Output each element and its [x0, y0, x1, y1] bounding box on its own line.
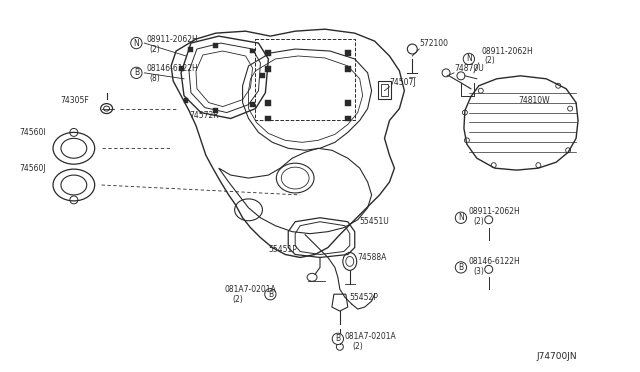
- Text: 74507J: 74507J: [390, 78, 416, 87]
- Text: (3): (3): [474, 267, 484, 276]
- Text: 08911-2062H: 08911-2062H: [147, 35, 198, 44]
- Bar: [260, 73, 265, 78]
- Text: (2): (2): [353, 342, 364, 351]
- Bar: [189, 46, 193, 51]
- Text: 08911-2062H: 08911-2062H: [469, 207, 520, 216]
- Bar: [179, 66, 184, 71]
- Text: 55452P: 55452P: [350, 293, 379, 302]
- Text: 081A7-0201A: 081A7-0201A: [225, 285, 276, 294]
- Text: B: B: [335, 334, 340, 343]
- Text: N: N: [466, 54, 472, 64]
- Bar: [345, 100, 351, 106]
- Text: 74870U: 74870U: [454, 64, 484, 73]
- Text: N: N: [458, 213, 464, 222]
- Text: 572100: 572100: [419, 39, 448, 48]
- Text: 74572R: 74572R: [189, 111, 219, 120]
- Text: 74810W: 74810W: [518, 96, 550, 105]
- Bar: [266, 66, 271, 72]
- Text: B: B: [134, 68, 139, 77]
- Text: 55451U: 55451U: [360, 217, 390, 226]
- Text: 08146-6122H: 08146-6122H: [469, 257, 520, 266]
- Bar: [184, 98, 189, 103]
- Text: (2): (2): [233, 295, 243, 304]
- Bar: [250, 48, 255, 54]
- Text: B: B: [268, 290, 273, 299]
- Text: 74588A: 74588A: [358, 253, 387, 262]
- Text: 74560I: 74560I: [19, 128, 46, 137]
- Text: J74700JN: J74700JN: [536, 352, 577, 361]
- Text: (2): (2): [149, 45, 160, 54]
- Text: 55451P: 55451P: [268, 245, 297, 254]
- Text: (8): (8): [149, 74, 160, 83]
- Text: (2): (2): [484, 57, 495, 65]
- Text: 08911-2062H: 08911-2062H: [482, 46, 534, 55]
- Bar: [266, 116, 271, 122]
- Bar: [213, 108, 218, 113]
- Text: 08146-6122H: 08146-6122H: [147, 64, 198, 73]
- Bar: [345, 116, 351, 122]
- Bar: [266, 100, 271, 106]
- Text: (2): (2): [474, 217, 484, 226]
- Text: N: N: [134, 39, 140, 48]
- Text: 081A7-0201A: 081A7-0201A: [345, 332, 397, 341]
- Text: B: B: [458, 263, 463, 272]
- Bar: [213, 42, 218, 48]
- Text: 74305F: 74305F: [60, 96, 89, 105]
- Bar: [345, 66, 351, 72]
- Bar: [250, 102, 255, 107]
- Text: 74560J: 74560J: [19, 164, 46, 173]
- Bar: [266, 50, 271, 56]
- Bar: [345, 50, 351, 56]
